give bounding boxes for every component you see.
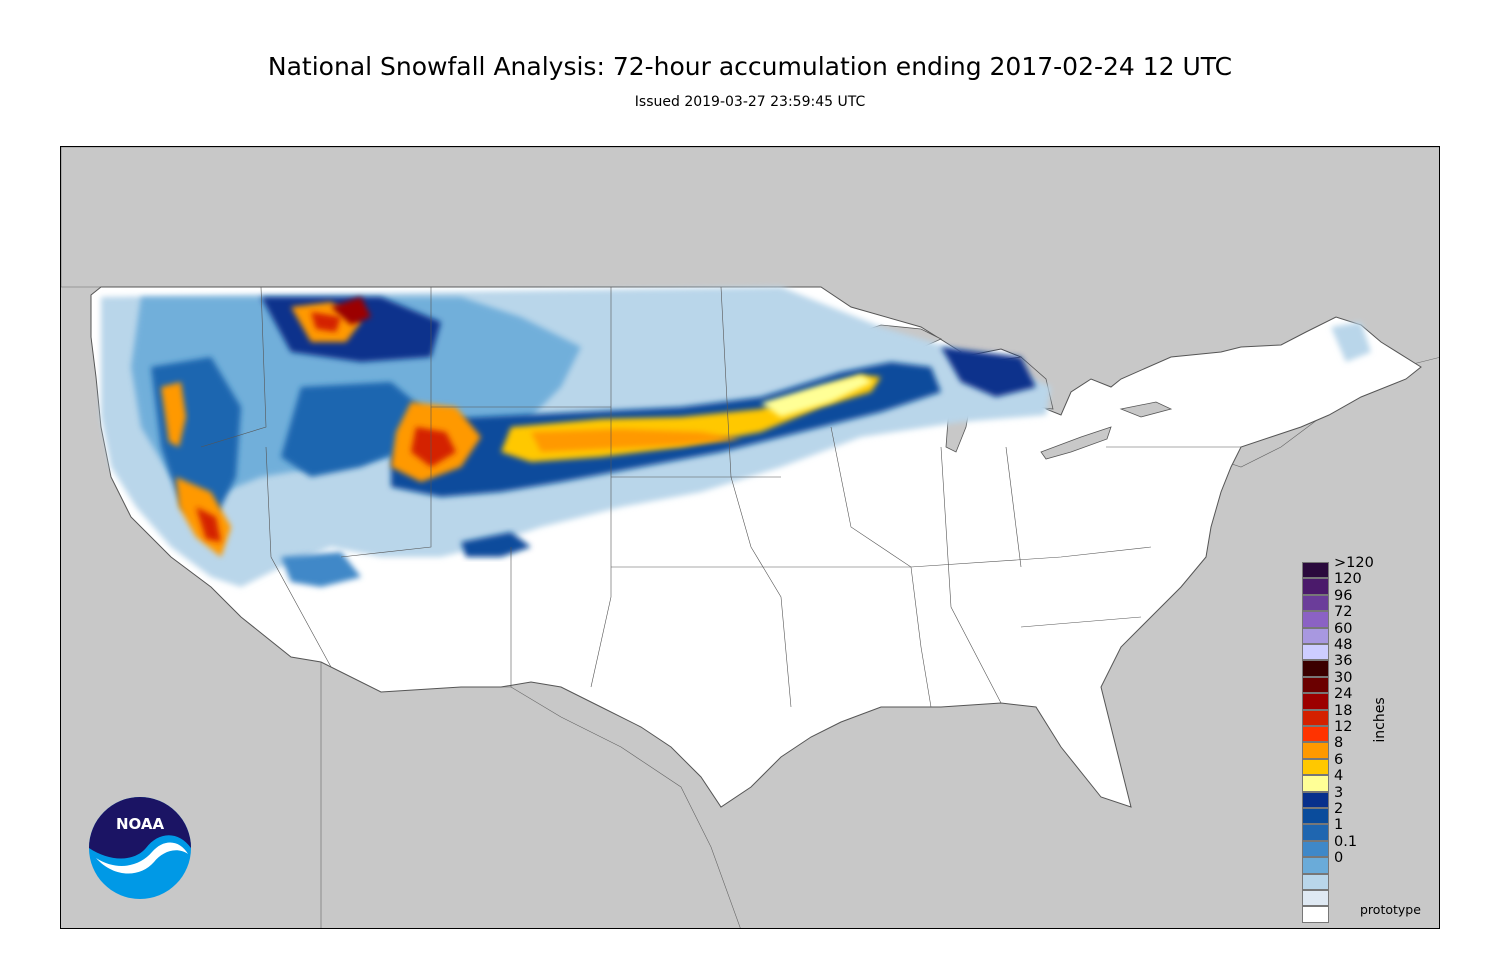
- legend-label: 36: [1334, 653, 1353, 670]
- legend-label: 1: [1334, 817, 1344, 834]
- legend-swatch: [1302, 890, 1329, 907]
- legend-swatch: [1302, 758, 1329, 776]
- legend-swatch: [1302, 775, 1329, 792]
- legend-swatch: [1302, 578, 1329, 595]
- legend-label: 0: [1334, 850, 1344, 867]
- legend-swatch: [1302, 808, 1329, 825]
- legend-swatch: [1302, 644, 1329, 661]
- legend-swatch: [1302, 562, 1329, 579]
- lake-ontario: [1119, 401, 1173, 418]
- legend-swatch: [1302, 824, 1329, 841]
- legend-label: 72: [1334, 604, 1353, 621]
- legend-label: 18: [1334, 702, 1353, 719]
- legend-swatch: [1302, 709, 1329, 726]
- state-borders: [200, 286, 1241, 708]
- legend-swatch: [1302, 611, 1329, 628]
- legend-swatch: [1302, 873, 1329, 890]
- legend-label: 96: [1334, 587, 1353, 604]
- legend-swatch: [1302, 791, 1329, 808]
- legend-swatch: [1302, 693, 1329, 710]
- legend-swatch: [1302, 726, 1329, 743]
- legend-label: 24: [1334, 686, 1353, 703]
- legend-swatch: [1302, 627, 1329, 644]
- legend-swatch: [1302, 742, 1329, 759]
- legend-swatch: [1302, 594, 1329, 612]
- legend-swatch: [1302, 840, 1329, 858]
- legend-label: 4: [1334, 768, 1344, 785]
- legend-swatch: [1302, 660, 1329, 677]
- prototype-label: prototype: [1360, 902, 1421, 917]
- legend-label: 6: [1334, 751, 1344, 768]
- noaa-logo-icon: NOAA: [89, 797, 191, 899]
- snowfall-field: [101, 287, 1371, 587]
- legend-label: 8: [1334, 735, 1344, 752]
- noaa-logo-text: NOAA: [116, 815, 165, 833]
- legend-label: 120: [1334, 571, 1362, 588]
- legend-label: >120: [1334, 555, 1374, 571]
- legend-label: 0.1: [1334, 833, 1358, 850]
- snowfall-map: [60, 146, 1440, 929]
- legend-label: 2: [1334, 801, 1344, 817]
- map-canvas: [61, 147, 1439, 928]
- issued-subtitle: Issued 2019-03-27 23:59:45 UTC: [634, 94, 866, 110]
- legend-units-label: inches: [1372, 697, 1388, 743]
- legend-label: 12: [1334, 719, 1353, 735]
- page-title: National Snowfall Analysis: 72-hour accu…: [267, 52, 1233, 81]
- legend-label: 48: [1334, 637, 1353, 653]
- legend-label: 60: [1334, 620, 1353, 637]
- legend-label: 30: [1334, 669, 1353, 686]
- legend-swatch: [1302, 857, 1329, 874]
- lake-erie: [1040, 426, 1112, 460]
- legend-swatch: [1302, 676, 1329, 694]
- legend-label: 3: [1334, 784, 1344, 801]
- legend-swatch: [1302, 906, 1329, 923]
